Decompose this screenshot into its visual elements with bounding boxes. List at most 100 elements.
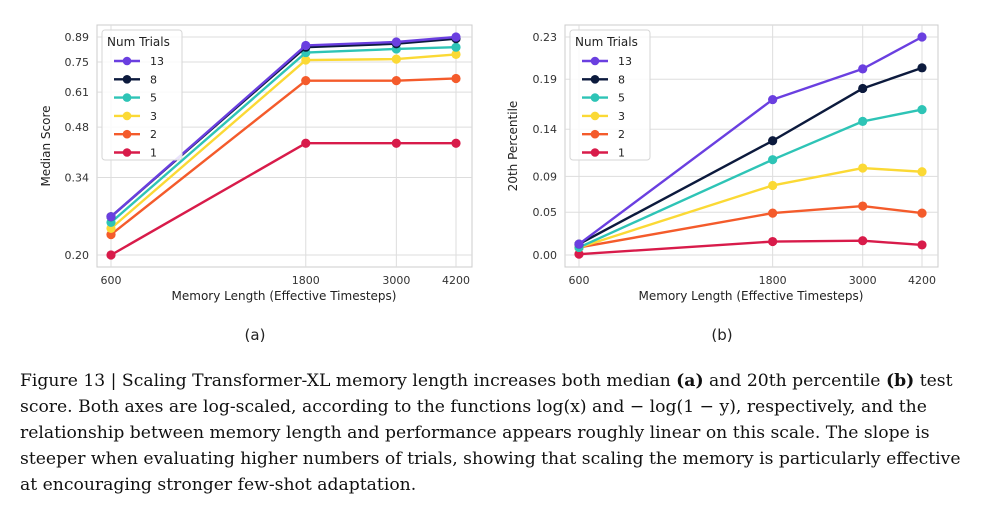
- y-axis-label: Median Score: [39, 105, 53, 186]
- legend-marker: [122, 129, 132, 139]
- data-point: [574, 249, 584, 259]
- y-tick-label: 0.09: [533, 170, 558, 183]
- data-point: [858, 83, 868, 94]
- data-point: [106, 212, 116, 222]
- series-line: [578, 204, 923, 249]
- data-point: [858, 116, 868, 127]
- legend-title: Num Trials: [107, 35, 170, 49]
- data-point: [858, 201, 868, 211]
- legend-marker: [122, 56, 132, 66]
- y-tick-label: 0.14: [533, 123, 558, 136]
- data-point: [858, 64, 868, 74]
- y-tick-label: 0.20: [65, 249, 90, 262]
- series-line: [578, 166, 923, 249]
- x-axis-label: Memory Length (Effective Timesteps): [172, 289, 397, 303]
- data-point: [917, 104, 927, 115]
- legend-marker: [590, 56, 600, 66]
- data-point: [301, 76, 311, 86]
- y-tick-label: 0.48: [65, 121, 90, 134]
- y-tick-label: 0.23: [533, 31, 558, 44]
- x-tick-label: 1800: [759, 274, 787, 287]
- data-point: [768, 136, 778, 146]
- data-point: [858, 163, 868, 173]
- legend-marker: [122, 75, 132, 84]
- legend-label: 13: [618, 55, 632, 68]
- series-1: [574, 236, 927, 259]
- series-line: [110, 77, 457, 236]
- series-line: [578, 108, 923, 249]
- figure-13: 600 1800 3000 4200 0.20 0.34 0.48 0.61 0.75 0.89 M…: [39, 24, 939, 344]
- series-line: [578, 66, 923, 246]
- legend: Num Trials 13 8 5 3 2 1: [569, 29, 651, 161]
- x-tick-label: 1800: [292, 274, 320, 287]
- data-point: [451, 49, 461, 60]
- y-tick-label: 0.19: [533, 73, 558, 86]
- y-tick-label: 0.89: [65, 31, 90, 44]
- data-point: [917, 63, 927, 73]
- x-tick-label: 600: [101, 274, 122, 287]
- legend-item-3: 3: [114, 110, 157, 123]
- legend-item-2: 2: [114, 128, 157, 141]
- series-13: [574, 32, 927, 249]
- y-tick-label: 0.34: [65, 172, 90, 185]
- legend-item-13: 13: [114, 55, 164, 68]
- data-point: [768, 236, 778, 247]
- legend-label: 3: [150, 110, 157, 123]
- data-point: [391, 76, 401, 86]
- legend-item-1: 1: [582, 147, 625, 160]
- legend-marker: [590, 93, 600, 102]
- data-point: [768, 94, 778, 105]
- legend-label: 8: [150, 73, 157, 86]
- data-point: [391, 54, 401, 64]
- series-line: [578, 239, 923, 256]
- legend-item-3: 3: [582, 110, 625, 123]
- legend-label: 8: [618, 73, 625, 86]
- legend-title: Num Trials: [575, 35, 638, 49]
- subfigure-label: (a): [245, 326, 266, 344]
- legend-item-8: 8: [114, 73, 157, 86]
- x-tick-label: 4200: [908, 274, 936, 287]
- legend-marker: [122, 93, 132, 102]
- data-point: [451, 42, 461, 52]
- data-point: [768, 180, 778, 191]
- legend-label: 5: [150, 92, 157, 105]
- legend-label: 5: [618, 92, 625, 105]
- data-point: [451, 32, 461, 42]
- legend-label: 1: [150, 147, 157, 160]
- series-line: [110, 45, 457, 224]
- chart-panel-1: 600 1800 3000 4200 0.20 0.34 0.48 0.61 0.75 0.89 M…: [39, 24, 473, 344]
- x-tick-label: 4200: [442, 274, 470, 287]
- legend-marker: [590, 129, 600, 139]
- data-point: [917, 167, 927, 177]
- data-point: [451, 138, 461, 148]
- legend-item-13: 13: [582, 55, 632, 68]
- legend-item-8: 8: [582, 73, 625, 86]
- series-13: [106, 32, 461, 222]
- x-tick-label: 3000: [382, 274, 410, 287]
- legend: Num Trials 13 8 5 3 2 1: [101, 29, 183, 161]
- legend-box: [101, 29, 183, 161]
- legend-box: [569, 29, 651, 161]
- series-1: [106, 138, 461, 260]
- data-point: [768, 208, 778, 218]
- data-point: [106, 250, 116, 260]
- data-point: [391, 37, 401, 47]
- legend-item-2: 2: [582, 128, 625, 141]
- legend-marker: [122, 111, 132, 121]
- x-tick-label: 3000: [849, 274, 877, 287]
- caption-text: test score. Both axes are log-scaled, ac…: [20, 371, 961, 495]
- caption-bold-ref: (a): [676, 371, 704, 391]
- legend-item-5: 5: [582, 92, 625, 105]
- subfigure-label: (b): [711, 326, 732, 344]
- x-tick-label: 600: [569, 274, 590, 287]
- y-tick-label: 0.61: [65, 86, 90, 99]
- y-tick-label: 0.05: [533, 206, 558, 219]
- legend-label: 2: [618, 128, 625, 141]
- data-point: [451, 73, 461, 84]
- caption-bold-ref: (b): [885, 371, 915, 391]
- series-line: [110, 142, 456, 257]
- y-axis-label: 20th Percentile: [506, 101, 520, 192]
- legend-label: 13: [150, 55, 164, 68]
- series-3: [106, 49, 461, 233]
- data-point: [574, 239, 584, 249]
